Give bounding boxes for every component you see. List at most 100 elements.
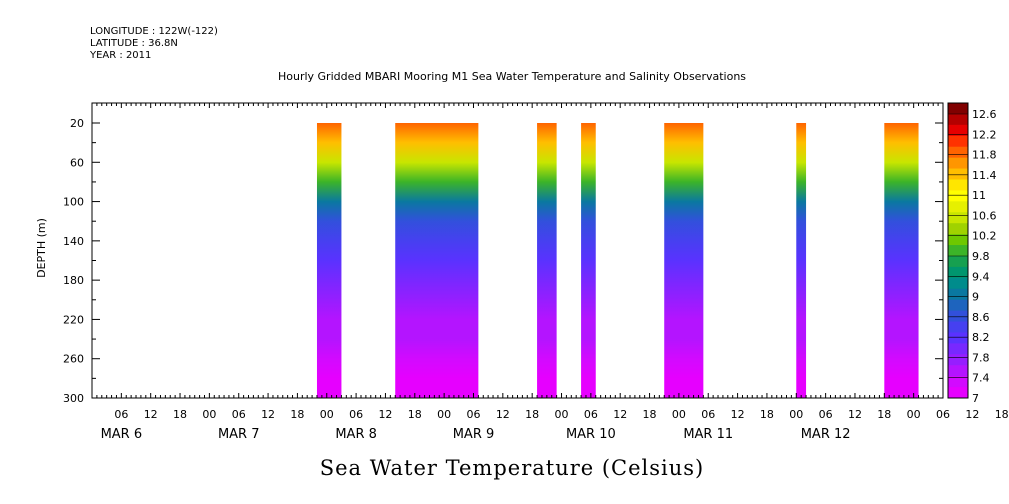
hour-tick-label: 12 [261,408,275,421]
colorbar-label: 9.4 [972,270,990,283]
colorbar-swatch [948,157,968,170]
y-tick-label: 20 [70,117,84,130]
plot-area [316,123,919,398]
y-tick-label: 180 [63,274,84,287]
data-segment-7 [884,123,919,398]
hour-tick-label: 18 [408,408,422,421]
hour-tick-label: 06 [349,408,363,421]
y-tick-label: 300 [63,392,84,405]
colorbar-swatch [948,146,968,159]
hour-tick-label: 00 [789,408,803,421]
colorbar-label: 12.6 [972,108,997,121]
colorbar-swatch [948,223,968,235]
day-label: MAR 11 [683,427,733,442]
colorbar-swatch [948,343,968,355]
colorbar-swatch [948,103,968,115]
hour-tick-label: 12 [496,408,510,421]
data-segment-5 [664,123,704,398]
colorbar-label: 11.4 [972,169,997,182]
hour-tick-label: 00 [555,408,569,421]
colorbar-swatch [948,299,968,312]
y-tick-label: 140 [63,235,84,248]
hour-tick-label: 06 [701,408,715,421]
longitude-label: LONGITUDE : 122W(-122) [90,26,218,37]
hour-tick-label: 18 [290,408,304,421]
y-tick-label: 60 [70,156,84,169]
year-label: YEAR : 2011 [89,50,151,61]
hour-tick-label: 18 [643,408,657,421]
colorbar-swatch [948,310,968,323]
colorbar-label: 8.6 [972,311,990,324]
colorbar-swatch [948,212,968,224]
data-segment-6 [796,123,807,398]
data-segment-3 [537,123,557,398]
y-tick-label: 260 [63,353,84,366]
colorbar-swatch [948,190,968,202]
colorbar-label: 8.2 [972,331,990,344]
colorbar-label: 9 [972,291,979,304]
hour-tick-label: 00 [672,408,686,421]
colorbar-label: 7.4 [972,372,990,385]
hour-tick-label: 06 [232,408,246,421]
y-tick-label: 100 [63,196,84,209]
hour-tick-label: 18 [525,408,539,421]
colorbar-swatch [948,234,968,246]
latitude-label: LATITUDE : 36.8N [90,38,178,49]
data-segment-1 [316,123,342,398]
hour-tick-label: 06 [466,408,480,421]
colorbar-label: 7 [972,392,979,405]
hour-tick-label: 06 [584,408,598,421]
y-axis-label: DEPTH (m) [35,218,48,278]
hour-tick-label: 18 [995,408,1009,421]
chart-title: Hourly Gridded MBARI Mooring M1 Sea Wate… [278,70,746,83]
hour-tick-label: 00 [320,408,334,421]
colorbar-label: 11.8 [972,149,997,162]
plot-frame [91,102,944,399]
hour-tick-label: 06 [819,408,833,421]
hour-tick-label: 12 [378,408,392,421]
colorbar-label: 9.8 [972,250,990,263]
colorbar-swatch [948,255,968,268]
colorbar-label: 11 [972,189,986,202]
hour-tick-label: 18 [877,408,891,421]
hour-tick-label: 12 [731,408,745,421]
data-segment-4 [581,123,596,398]
hour-tick-label: 00 [437,408,451,421]
axes: 06 12 18 00 06 12 18 00 06 12 18 00 06 12 18 00 06 12 18 00… [63,102,1009,442]
hour-tick-label: 12 [613,408,627,421]
day-label: MAR 7 [218,427,260,442]
colorbar-label: 7.8 [972,351,990,364]
y-tick-label: 220 [63,313,84,326]
hour-tick-label: 06 [114,408,128,421]
colorbar-label: 12.2 [972,128,997,141]
hour-tick-label: 06 [936,408,950,421]
day-label: MAR 8 [335,427,377,442]
colorbar-swatch [948,201,968,213]
chart-subtitle: Sea Water Temperature (Celsius) [320,456,705,480]
hour-tick-label: 00 [907,408,921,421]
colorbar-swatch [948,245,968,257]
colorbar-swatch [948,332,968,344]
colorbar-swatch [948,266,968,279]
colorbar-swatch [948,354,968,366]
hour-tick-label: 18 [760,408,774,421]
hour-tick-label: 12 [848,408,862,421]
hour-tick-label: 12 [965,408,979,421]
colorbar-swatch [948,277,968,290]
hour-tick-label: 18 [173,408,187,421]
colorbar-swatch [948,124,968,137]
colorbar-swatch [948,113,968,126]
colorbar-label: 10.2 [972,230,997,243]
hour-tick-label: 00 [202,408,216,421]
colorbar-swatch [948,376,968,388]
day-label: MAR 10 [566,427,616,442]
colorbar-swatch [948,321,968,333]
day-label: MAR 6 [101,427,143,442]
colorbar-label: 10.6 [972,209,997,222]
colorbar-swatch [948,387,968,399]
colorbar-swatch [948,179,968,191]
hour-tick-label: 12 [144,408,158,421]
colorbar-swatch [948,288,968,301]
colorbar: 12.6 12.2 11.8 11.4 11 10.6 10.2 9.8 9.4 9 8.6 8.2 7… [947,102,997,405]
